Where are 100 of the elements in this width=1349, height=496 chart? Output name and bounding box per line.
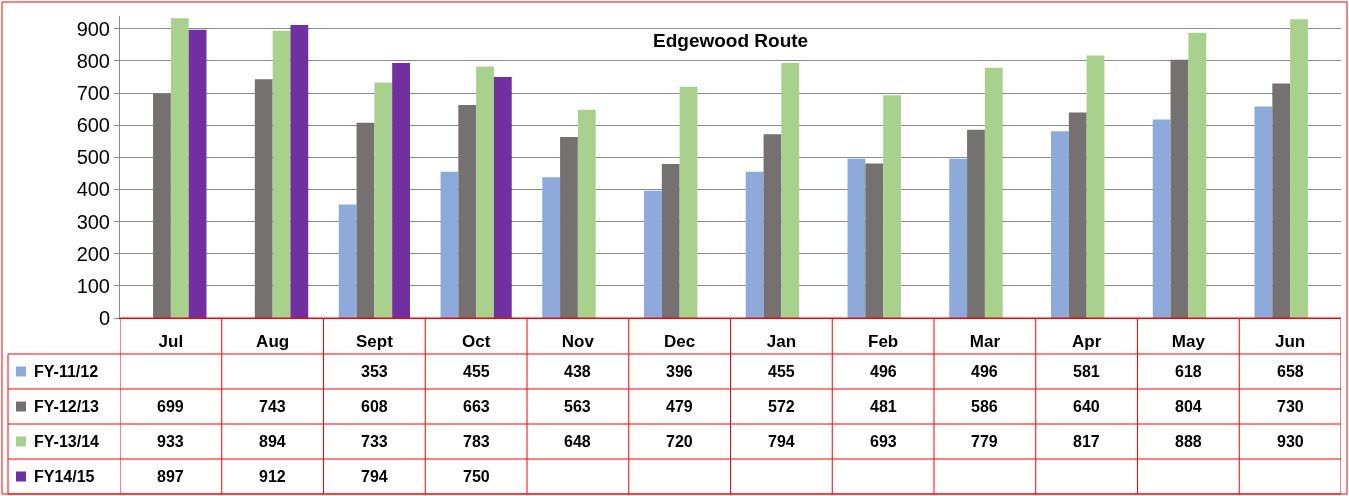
- bar: [1188, 32, 1207, 318]
- y-tick-label: 800: [76, 49, 110, 72]
- x-tick-label: Jun: [1275, 332, 1306, 352]
- bar: [847, 158, 866, 318]
- bar: [577, 109, 596, 318]
- data-label: 930: [1277, 433, 1304, 450]
- data-label: 455: [768, 363, 795, 380]
- y-tick-label: 0: [98, 307, 110, 329]
- bar: [374, 82, 393, 318]
- bar: [392, 62, 410, 318]
- bar: [1254, 106, 1273, 318]
- data-label: 581: [1073, 363, 1100, 380]
- x-tick-label: Mar: [969, 332, 1001, 352]
- data-label: 888: [1175, 433, 1202, 450]
- data-label: 481: [870, 398, 897, 415]
- bar: [170, 18, 189, 318]
- x-tick-label: Oct: [461, 332, 491, 352]
- y-tick-label: 600: [76, 114, 110, 137]
- data-label: 699: [157, 398, 184, 415]
- bar: [188, 29, 207, 318]
- bar: [272, 30, 291, 318]
- data-label: 897: [157, 468, 184, 485]
- x-tick-label: Dec: [664, 332, 696, 352]
- bar: [1290, 19, 1308, 318]
- bar: [153, 93, 171, 318]
- y-tick-label: 100: [76, 274, 110, 297]
- data-label: 608: [361, 398, 388, 415]
- bar: [1051, 131, 1069, 318]
- x-tick-label: Nov: [561, 332, 595, 352]
- data-label: 750: [463, 468, 490, 485]
- text: Edgewood Route: [653, 30, 809, 51]
- data-label: 396: [666, 363, 693, 380]
- x-tick-label: Feb: [868, 332, 899, 352]
- x-tick-label: Jan: [766, 332, 797, 352]
- bar: [476, 66, 494, 318]
- bar: [338, 204, 357, 318]
- bar: [542, 177, 561, 318]
- data-label: 804: [1175, 398, 1202, 415]
- bar: [967, 129, 985, 318]
- bar: [1170, 59, 1189, 318]
- data-label: 563: [564, 398, 591, 415]
- bar: [440, 171, 459, 318]
- data-label: 663: [463, 398, 490, 415]
- data-label: 586: [971, 398, 998, 415]
- y-tick-label: 700: [76, 82, 110, 105]
- data-label: 496: [971, 363, 998, 380]
- bar: [949, 158, 968, 318]
- y-tick-label: 500: [76, 146, 110, 169]
- bar: [560, 137, 578, 318]
- data-label: 912: [259, 468, 286, 485]
- data-label: 640: [1073, 398, 1100, 415]
- legend-label: FY-12/13: [34, 398, 100, 415]
- x-tick-label: Apr: [1071, 332, 1102, 352]
- bar: [290, 25, 309, 318]
- x-tick-label: Sept: [355, 332, 394, 352]
- data-label: 817: [1073, 433, 1100, 450]
- data-label: 693: [870, 433, 897, 450]
- x-tick-label: Aug: [256, 332, 290, 352]
- data-label: 353: [361, 363, 388, 380]
- bar: [984, 67, 1003, 318]
- data-label: 648: [564, 433, 591, 450]
- legend-label: FY-13/14: [34, 433, 100, 450]
- bar: [763, 134, 782, 318]
- data-label: 794: [768, 433, 795, 450]
- bar: [254, 79, 273, 318]
- data-label: 572: [768, 398, 795, 415]
- data-label: 658: [1277, 363, 1304, 380]
- x-tick-label: May: [1171, 332, 1206, 352]
- data-label: 743: [259, 398, 286, 415]
- bar: [781, 62, 800, 318]
- data-label: 496: [870, 363, 897, 380]
- bar: [865, 163, 884, 318]
- x-tick-label: Jul: [158, 332, 184, 352]
- bar: [661, 164, 680, 318]
- data-label: 438: [564, 363, 591, 380]
- y-tick-label: 300: [76, 210, 110, 233]
- data-label: 479: [666, 398, 693, 415]
- bar: [1068, 112, 1087, 318]
- y-tick-label: 400: [76, 178, 110, 201]
- data-label: 720: [666, 433, 693, 450]
- data-label: 733: [361, 433, 388, 450]
- legend-label: FY-11/12: [34, 363, 99, 380]
- bar: [1272, 83, 1291, 318]
- legend-label: FY14/15: [34, 468, 95, 485]
- bar: [679, 86, 698, 318]
- data-label: 894: [259, 433, 286, 450]
- data-label: 455: [463, 363, 490, 380]
- bar: [745, 171, 764, 318]
- bar: [644, 190, 662, 318]
- bar: [356, 122, 375, 318]
- data-label: 618: [1175, 363, 1202, 380]
- bar: [1086, 55, 1105, 318]
- data-label: 779: [971, 433, 998, 450]
- data-label: 794: [361, 468, 388, 485]
- bar: [458, 104, 477, 318]
- bar: [1152, 119, 1171, 318]
- bar: [883, 95, 901, 318]
- data-label: 783: [463, 433, 490, 450]
- bar: [493, 77, 512, 318]
- data-label: 730: [1277, 398, 1304, 415]
